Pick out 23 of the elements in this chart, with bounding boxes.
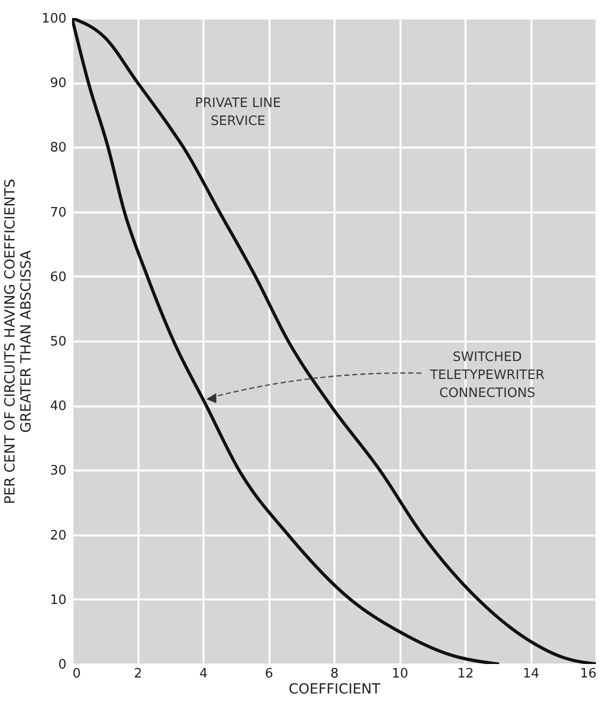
x-tick-label: 6 [264, 666, 274, 682]
y-tick-label: 70 [50, 205, 66, 220]
y-tick-label: 90 [50, 76, 66, 92]
y-tick-label: 20 [50, 528, 66, 544]
y-tick-label: 10 [50, 592, 66, 608]
annotation: SWITCHED TELETYPEWRITER CONNECTIONS [429, 350, 545, 402]
x-tick-label: 0 [72, 666, 81, 682]
y-tick-label: 60 [50, 270, 66, 285]
x-axis-title: COEFFICIENT [288, 682, 381, 698]
x-tick-label: 8 [330, 666, 339, 682]
y-tick-label: 50 [50, 334, 66, 350]
x-tick-label: 10 [392, 666, 408, 682]
y-axis-title: PER CENT OF CIRCUITS HAVING COEFFICIENTS GREATER THAN ABSCISSA [2, 178, 35, 504]
annotation: PRIVATE LINE SERVICE [195, 96, 281, 129]
x-tick-label: 2 [134, 666, 142, 682]
x-tick-label: 16 [580, 666, 596, 682]
y-tick-label: 80 [50, 140, 66, 156]
y-tick-label: 40 [50, 399, 66, 414]
y-tick-label: 100 [42, 12, 66, 26]
x-tick-label: 12 [457, 666, 474, 682]
y-tick-label: 30 [50, 464, 66, 479]
x-tick-label: 14 [522, 666, 540, 682]
x-tick-label: 4 [199, 666, 208, 682]
